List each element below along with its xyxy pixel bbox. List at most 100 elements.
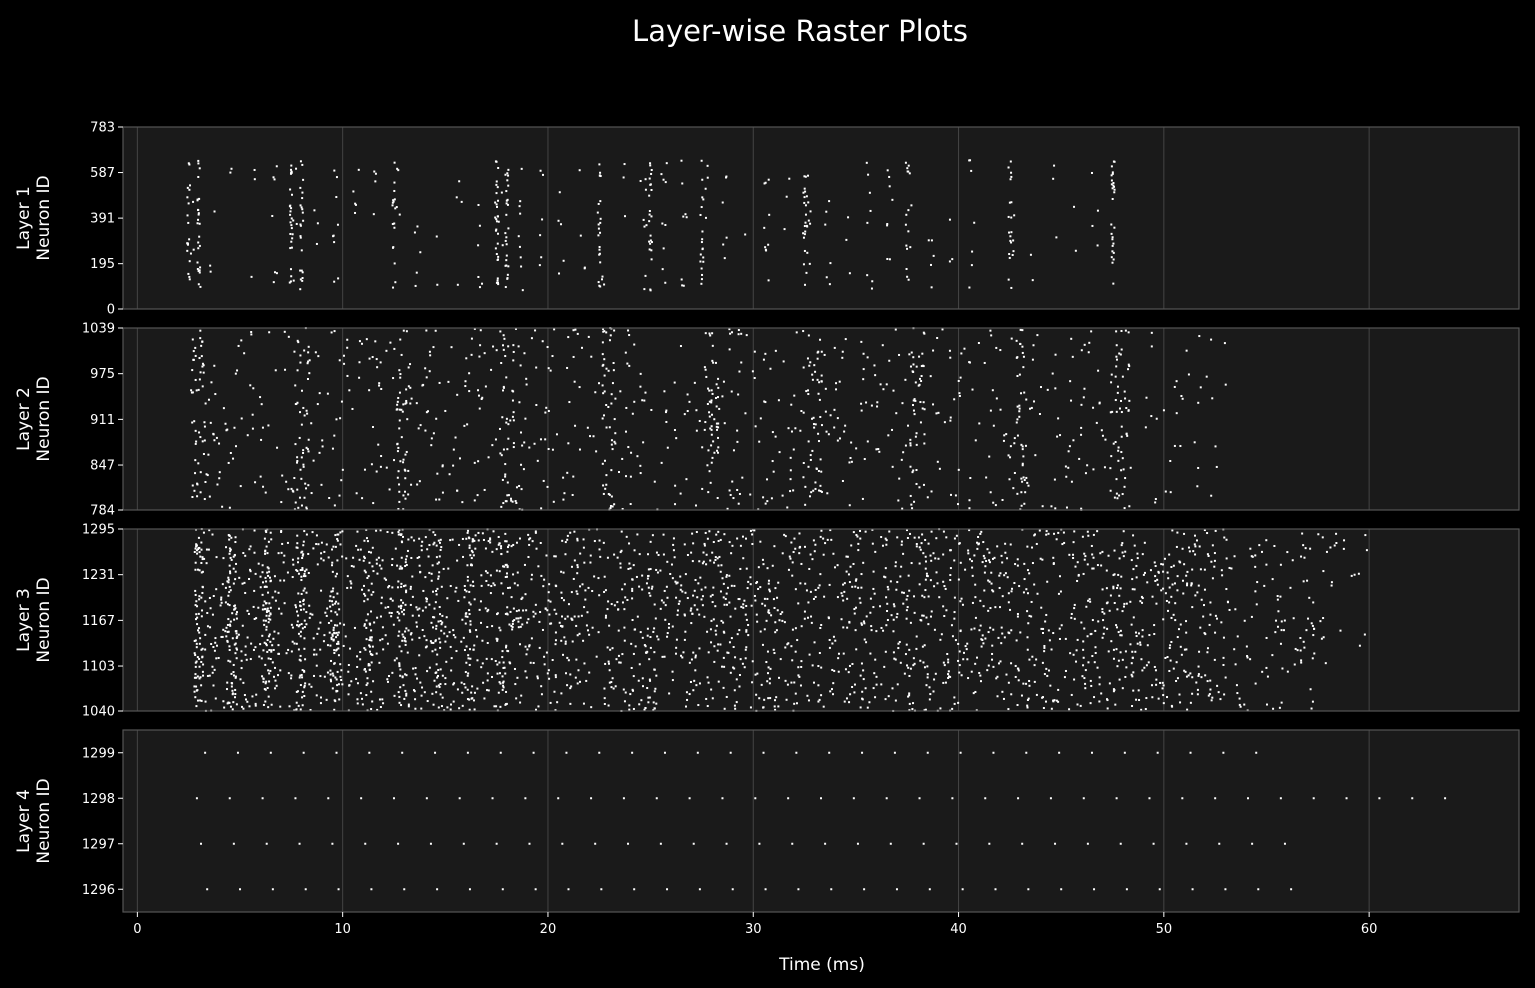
spike-point bbox=[738, 598, 741, 601]
spike-point bbox=[398, 567, 401, 570]
spike-point bbox=[567, 888, 570, 891]
spike-point bbox=[349, 647, 352, 650]
spike-point bbox=[504, 232, 507, 235]
spike-point bbox=[1020, 694, 1023, 697]
spike-point bbox=[1025, 398, 1028, 401]
spike-point bbox=[198, 269, 201, 272]
spike-point bbox=[398, 662, 401, 665]
spike-point bbox=[277, 552, 280, 555]
spike-point bbox=[1309, 688, 1312, 691]
spike-point bbox=[534, 603, 537, 606]
spike-point bbox=[1094, 629, 1097, 632]
spike-point bbox=[437, 575, 440, 578]
spike-point bbox=[569, 673, 572, 676]
spike-point bbox=[466, 751, 469, 754]
spike-point bbox=[213, 668, 216, 671]
spike-point bbox=[331, 842, 334, 845]
spike-point bbox=[336, 559, 339, 562]
spike-point bbox=[569, 531, 572, 534]
spike-point bbox=[921, 407, 924, 410]
spike-point bbox=[395, 408, 398, 411]
spike-point bbox=[1133, 544, 1136, 547]
spike-point bbox=[874, 550, 877, 553]
spike-point bbox=[815, 467, 818, 470]
spike-point bbox=[662, 247, 665, 250]
spike-point bbox=[1335, 542, 1338, 544]
spike-point bbox=[1250, 615, 1253, 618]
spike-point bbox=[268, 331, 271, 334]
spike-point bbox=[767, 279, 770, 282]
spike-point bbox=[642, 218, 645, 221]
spike-point bbox=[992, 424, 995, 427]
spike-point bbox=[843, 582, 846, 585]
spike-point bbox=[725, 603, 728, 606]
spike-point bbox=[568, 401, 571, 404]
spike-point bbox=[909, 465, 912, 468]
spike-point bbox=[312, 637, 315, 640]
spike-point bbox=[1182, 592, 1185, 595]
spike-point bbox=[202, 364, 205, 367]
spike-point bbox=[1111, 250, 1114, 253]
spike-point bbox=[262, 677, 265, 680]
spike-point bbox=[648, 177, 651, 180]
spike-point bbox=[290, 623, 293, 626]
spike-point bbox=[923, 408, 926, 411]
spike-point bbox=[852, 797, 855, 800]
spike-point bbox=[253, 178, 256, 181]
y-axis-label-line-2: Neuron ID bbox=[34, 577, 54, 662]
spike-point bbox=[299, 223, 302, 226]
spike-point bbox=[193, 690, 196, 693]
spike-point bbox=[1014, 563, 1017, 566]
spike-point bbox=[589, 554, 592, 557]
spike-point bbox=[273, 178, 276, 181]
spike-point bbox=[234, 696, 237, 699]
spike-point bbox=[628, 708, 631, 711]
spike-point bbox=[291, 489, 294, 492]
spike-point bbox=[774, 435, 777, 438]
spike-point bbox=[521, 289, 524, 292]
spike-point bbox=[772, 598, 775, 601]
spike-point bbox=[774, 621, 777, 624]
spike-point bbox=[649, 234, 652, 237]
spike-point bbox=[1121, 551, 1124, 554]
spike-point bbox=[1010, 337, 1013, 340]
spike-point bbox=[984, 565, 987, 568]
spike-point bbox=[1199, 386, 1202, 389]
spike-point bbox=[356, 665, 359, 668]
spike-point bbox=[270, 649, 273, 652]
spike-point bbox=[201, 609, 204, 612]
spike-point bbox=[591, 626, 594, 629]
spike-point bbox=[741, 535, 744, 538]
spike-point bbox=[549, 701, 552, 704]
spike-point bbox=[194, 696, 197, 699]
spike-point bbox=[468, 546, 471, 549]
spike-point bbox=[943, 664, 946, 667]
spike-point bbox=[530, 337, 533, 340]
spike-point bbox=[1154, 580, 1157, 583]
spike-point bbox=[600, 888, 603, 891]
spike-point bbox=[424, 367, 427, 370]
spike-point bbox=[312, 459, 315, 462]
spike-point bbox=[371, 700, 374, 703]
spike-point bbox=[1063, 541, 1066, 544]
spike-point bbox=[626, 362, 629, 365]
spike-point bbox=[716, 449, 719, 452]
spike-point bbox=[603, 703, 606, 706]
spike-point bbox=[1013, 214, 1016, 217]
spike-point bbox=[1378, 797, 1381, 800]
spike-point bbox=[912, 702, 915, 705]
spike-point bbox=[809, 590, 812, 593]
spike-point bbox=[1116, 587, 1119, 590]
spike-point bbox=[518, 537, 521, 540]
spike-point bbox=[912, 404, 914, 407]
spike-point bbox=[196, 483, 199, 486]
spike-point bbox=[249, 545, 252, 548]
spike-point bbox=[1174, 582, 1176, 585]
spike-point bbox=[501, 675, 504, 678]
spike-point bbox=[741, 662, 744, 665]
spike-point bbox=[864, 530, 867, 533]
spike-point bbox=[596, 211, 599, 214]
spike-point bbox=[501, 650, 504, 653]
spike-point bbox=[636, 533, 639, 536]
